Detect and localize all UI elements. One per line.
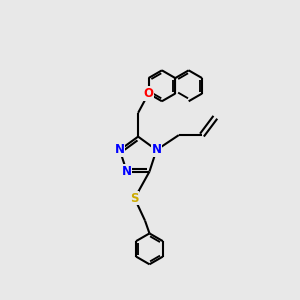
- Text: N: N: [152, 143, 161, 157]
- Text: N: N: [122, 165, 132, 178]
- Text: S: S: [130, 192, 139, 205]
- Text: N: N: [115, 143, 125, 157]
- Text: O: O: [143, 87, 154, 100]
